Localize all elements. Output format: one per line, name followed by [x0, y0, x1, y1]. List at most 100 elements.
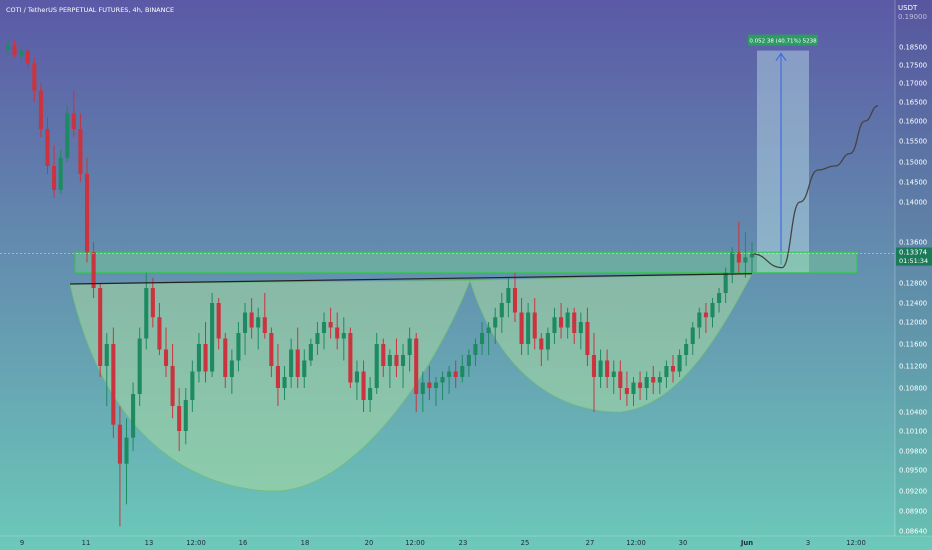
time-tick-label: 12:00: [186, 539, 206, 547]
candle-body: [236, 333, 241, 361]
current-price-badge: [896, 247, 932, 266]
price-tick-label: 0.17000: [899, 80, 927, 88]
candle-body: [5, 45, 11, 49]
time-tick-label: 30: [679, 539, 688, 547]
price-tick-label: 0.16000: [899, 118, 927, 126]
price-tick-label: 0.14500: [899, 179, 927, 187]
candle-body: [348, 333, 353, 383]
candle-body: [84, 174, 90, 253]
price-axis-bg: [895, 0, 932, 536]
candle-body: [104, 344, 109, 366]
candle-body: [684, 344, 689, 355]
target-label-box: [748, 34, 818, 46]
candle-body: [453, 371, 458, 377]
candle-body: [223, 338, 228, 377]
candle-body: [624, 388, 629, 394]
time-tick-label: 23: [459, 539, 468, 547]
target-projection: 0.052 38 (40.71%) 5238: [748, 34, 818, 273]
time-tick-label: 25: [521, 539, 530, 547]
price-tick-clipped: 0.19000: [898, 13, 927, 21]
time-axis[interactable]: 9 11 13 12:00 16 18 20 12:00 23 25 27 12:00 30 Jun 3 12…: [0, 535, 932, 547]
candle-body: [664, 366, 669, 377]
price-tick-label: 0.15000: [899, 159, 927, 167]
candle-body: [545, 333, 550, 350]
candle-body: [493, 317, 498, 328]
candle-body: [519, 312, 524, 344]
candle-body: [466, 355, 471, 366]
candle-body: [354, 371, 359, 383]
time-tick-label: 9: [20, 539, 24, 547]
candle-body: [598, 360, 603, 377]
price-tick-label: 0.18500: [899, 44, 927, 52]
candle-body: [163, 349, 169, 366]
candle-body: [368, 388, 373, 400]
candle-body: [335, 327, 340, 339]
candle-body: [249, 312, 254, 328]
candle-body: [697, 312, 702, 328]
candle-body: [447, 371, 452, 377]
candle-body: [401, 355, 406, 366]
candle-body: [137, 338, 142, 394]
candle-body: [631, 382, 636, 394]
price-axis[interactable]: 0.18500 0.17500 0.17000 0.16500 0.16000 0.155…: [894, 0, 932, 536]
candle-body: [611, 371, 616, 377]
target-label: 0.052 38 (40.71%) 5238: [749, 39, 817, 45]
candle-body: [585, 322, 590, 355]
candle-body: [381, 344, 386, 366]
time-tick-label: Jun: [740, 539, 753, 547]
time-tick-label: 27: [586, 539, 595, 547]
resistance-zone-box: [74, 251, 858, 274]
price-tick-label: 0.12400: [899, 300, 927, 308]
price-tick-label: 0.15500: [899, 138, 927, 146]
candle-body: [670, 366, 676, 372]
candle-body: [526, 312, 531, 344]
candle-body: [32, 63, 37, 91]
time-tick-label: 12:00: [846, 539, 866, 547]
candle-body: [414, 338, 419, 394]
price-tick-label: 0.12000: [899, 319, 927, 327]
candle-body: [65, 113, 70, 158]
time-tick-label: 13: [145, 539, 154, 547]
candle-body: [644, 377, 649, 388]
candle-body: [98, 288, 103, 366]
candle-body: [289, 349, 294, 377]
candle-body: [486, 327, 491, 333]
candle-body: [45, 129, 50, 166]
time-tick-label: 20: [365, 539, 374, 547]
candle-body: [657, 377, 662, 383]
price-tick-label: 0.12800: [899, 280, 927, 288]
candle-body: [565, 312, 570, 328]
candle-body: [512, 288, 518, 313]
candle-body: [743, 257, 748, 263]
candle-body: [690, 327, 695, 344]
candle-body: [269, 333, 274, 366]
candle-body: [387, 355, 392, 366]
candle-body: [440, 377, 445, 383]
price-tick-label: 0.09500: [899, 467, 927, 475]
candle-body: [539, 338, 544, 350]
candle-body: [229, 360, 234, 377]
candle-body: [723, 272, 728, 293]
candle-body: [618, 371, 623, 388]
candle-body: [703, 312, 708, 318]
candle-body: [499, 303, 504, 318]
candle-body: [25, 50, 30, 64]
price-tick-label: 0.11600: [899, 341, 927, 349]
symbol-title: COTI / TetherUS PERPETUAL FUTURES, 4h, B…: [6, 6, 174, 14]
candle-body: [91, 252, 96, 288]
candle-body: [203, 344, 208, 372]
projection-path: [751, 105, 879, 269]
candle-body: [78, 129, 83, 174]
candle-body: [730, 252, 735, 273]
candle-body: [710, 303, 715, 318]
candle-body: [427, 382, 432, 388]
candle-body: [361, 371, 366, 400]
candle-body: [242, 312, 248, 333]
candle-body: [19, 50, 24, 56]
candle-body: [717, 293, 722, 303]
candle-body: [341, 333, 346, 339]
candle-body: [131, 394, 136, 438]
countdown-label: 01:51:34: [899, 257, 928, 265]
